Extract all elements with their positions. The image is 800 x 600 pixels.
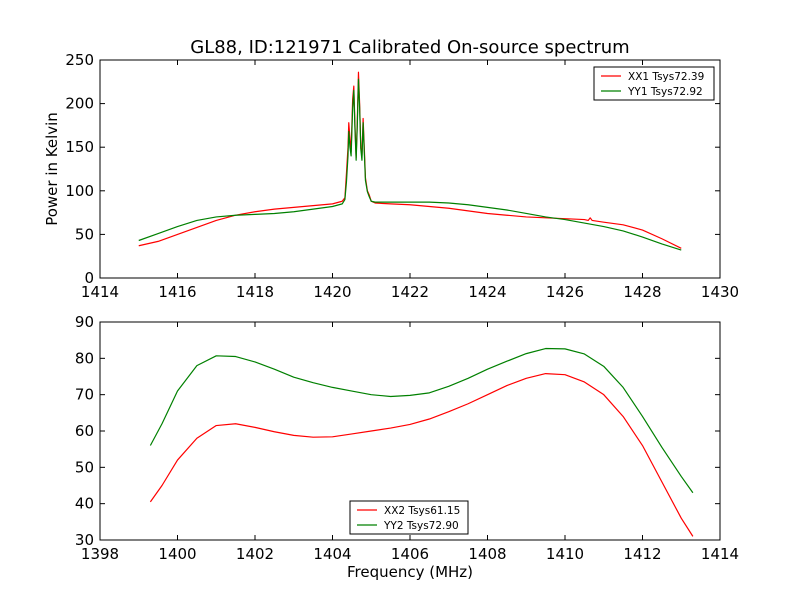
y-tick-label: 150 <box>65 138 94 156</box>
y-tick-label: 60 <box>75 422 94 440</box>
x-tick-label: 1398 <box>81 545 119 563</box>
x-axis-label: Frequency (MHz) <box>347 563 473 581</box>
y-tick-label: 0 <box>84 269 94 287</box>
y-tick-label: 50 <box>75 458 94 476</box>
x-tick-label: 1426 <box>546 283 584 301</box>
legend-entry: XX1 Tsys72.39 <box>628 71 704 83</box>
legend: XX2 Tsys61.15 YY2 Tsys72.90 <box>349 500 469 535</box>
legend-box <box>349 500 469 535</box>
x-tick-label: 1424 <box>468 283 506 301</box>
x-tick-label: 1430 <box>701 283 739 301</box>
x-tick-label: 1406 <box>391 545 429 563</box>
chart-title: GL88, ID:121971 Calibrated On-source spe… <box>190 37 629 58</box>
series-line-yy-bottom <box>149 347 694 494</box>
x-tick-label: 1422 <box>391 283 429 301</box>
x-tick-label: 1408 <box>468 545 506 563</box>
series-line-yy-top <box>138 78 682 251</box>
x-tick-label: 1418 <box>236 283 274 301</box>
legend-box <box>593 66 715 101</box>
x-tick-label: 1400 <box>158 545 196 563</box>
x-tick-label: 1412 <box>623 545 661 563</box>
legend-entry: YY2 Tsys72.90 <box>383 520 459 532</box>
y-tick-label: 50 <box>75 225 94 243</box>
x-tick-label: 1402 <box>236 545 274 563</box>
x-tick-label: 1416 <box>158 283 196 301</box>
legend: XX1 Tsys72.39 YY1 Tsys72.92 <box>593 66 715 101</box>
y-axis-label: Power in Kelvin <box>43 112 61 226</box>
x-tick-label: 1420 <box>313 283 351 301</box>
y-tick-label: 40 <box>75 495 94 513</box>
x-tick-label: 1414 <box>81 283 119 301</box>
y-tick-label: 80 <box>75 349 94 367</box>
series-line-xx-bottom <box>149 372 694 537</box>
x-tick-label: 1404 <box>313 545 351 563</box>
legend-entry: YY1 Tsys72.92 <box>627 86 703 98</box>
y-tick-label: 100 <box>65 182 94 200</box>
y-tick-label: 30 <box>75 531 94 549</box>
x-tick-label: 1428 <box>623 283 661 301</box>
bottom-plot-panel: 1398 1400 1402 1404 1406 1408 1410 1412 1414 30 40… <box>75 313 739 563</box>
y-tick-label: 90 <box>75 313 94 331</box>
y-tick-label: 250 <box>65 51 94 69</box>
legend-entry: XX2 Tsys61.15 <box>384 505 460 517</box>
y-tick-label: 70 <box>75 386 94 404</box>
x-tick-label: 1414 <box>701 545 739 563</box>
x-tick-label: 1410 <box>546 545 584 563</box>
y-tick-label: 200 <box>65 95 94 113</box>
top-plot-panel: 1414 1416 1418 1420 1422 1424 1426 1428 1430 0 50 1… <box>65 51 739 301</box>
